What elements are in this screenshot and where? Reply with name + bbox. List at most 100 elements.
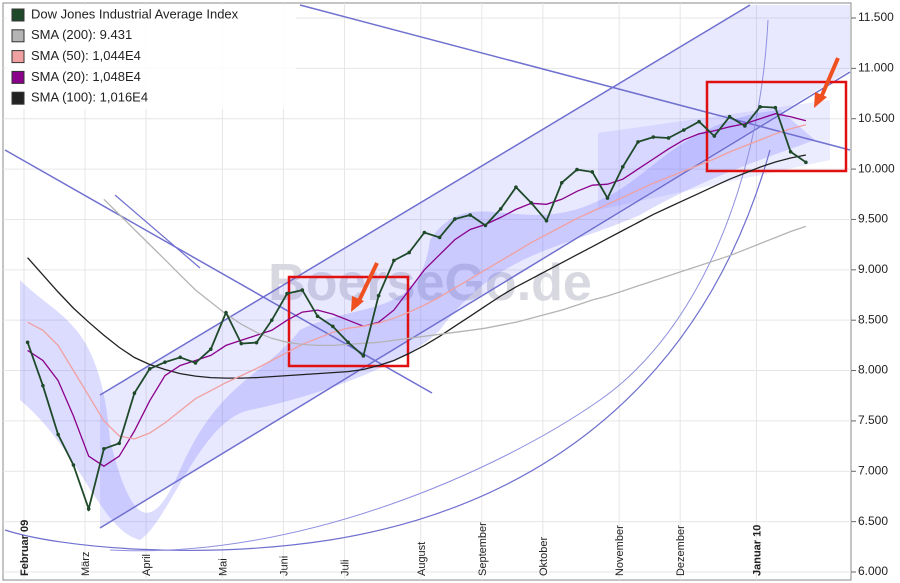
price-point (193, 361, 198, 365)
price-point (483, 223, 488, 228)
price-point (636, 140, 640, 144)
price-point (559, 180, 564, 185)
trend-line (114, 194, 201, 269)
y-tick-label: 8.000 (858, 363, 888, 377)
price-point (239, 341, 244, 346)
legend-label: SMA (200): 9.431 (31, 27, 132, 42)
price-point (392, 258, 396, 263)
x-tick-label: Januar 10 (751, 525, 763, 576)
price-point (331, 324, 335, 329)
legend-label: Dow Jones Industrial Average Index (31, 6, 239, 21)
x-tick-label: Juli (339, 559, 351, 576)
price-point (712, 134, 717, 138)
price-point (132, 391, 137, 395)
price-point (56, 432, 60, 437)
arrow-head (814, 92, 827, 108)
arrow (818, 57, 840, 101)
legend: Dow Jones Industrial Average Index SMA (2… (11, 6, 239, 105)
legend-swatch (11, 91, 25, 105)
legend-background (6, 5, 296, 109)
price-point (453, 217, 457, 221)
trend-channel (100, 5, 850, 528)
y-tick-label: 11.000 (858, 61, 894, 75)
price-point (605, 196, 610, 200)
x-tick-label: Oktober (538, 537, 550, 576)
price-point (529, 201, 534, 205)
legend-label: SMA (100): 1,016E4 (31, 90, 148, 105)
arrow (355, 262, 379, 306)
price-point (285, 291, 289, 296)
legend-label: SMA (20): 1,048E4 (31, 69, 141, 84)
channel-line (99, 4, 751, 396)
price-point (727, 114, 732, 119)
price-point (666, 136, 671, 140)
y-tick-label: 10.500 (858, 111, 895, 125)
legend-label: SMA (50): 1,044E4 (31, 48, 141, 63)
price-point (102, 447, 106, 451)
arc (4, 149, 771, 551)
x-tick-label: September (477, 522, 489, 576)
highlight-box (705, 80, 848, 173)
price-point (758, 105, 762, 109)
price-point (544, 218, 549, 223)
x-tick-label: November (614, 525, 626, 576)
price-point (71, 463, 76, 467)
y-tick-label: 7.500 (858, 413, 888, 427)
price-point (407, 250, 411, 255)
y-tick-label: 7.000 (858, 463, 888, 477)
legend-swatch (11, 70, 25, 84)
arrow-head (351, 296, 364, 312)
x-tick-label: März (80, 552, 92, 576)
price-point (254, 340, 259, 345)
price-point (422, 230, 427, 235)
price-point (788, 149, 793, 154)
channel-line (99, 71, 851, 529)
price-point (376, 293, 381, 298)
legend-swatch (11, 29, 25, 43)
price-point (86, 507, 91, 511)
price-point (224, 310, 228, 315)
trend-line (299, 4, 851, 151)
price-point (25, 340, 30, 345)
price-point (117, 441, 121, 446)
price-point (498, 207, 503, 211)
y-tick-label: 11.500 (858, 10, 894, 24)
sma-line (27, 154, 807, 379)
price-point (682, 128, 686, 132)
annotations (4, 4, 851, 552)
x-tick-label: Mai (217, 558, 229, 576)
x-tick-label: Februar 09 (19, 520, 31, 576)
price-point (208, 347, 213, 351)
price-point (697, 119, 701, 124)
price-point (620, 164, 625, 169)
price-point (575, 167, 579, 172)
envelope (20, 110, 815, 540)
legend-swatch (11, 8, 25, 22)
x-tick-label: Dezember (675, 525, 687, 576)
y-tick-label: 6.000 (858, 564, 888, 578)
price-point (300, 288, 305, 292)
sma-line (103, 198, 807, 347)
price-point (437, 235, 442, 240)
series-group (25, 105, 808, 513)
highlight-box (287, 275, 410, 368)
price-point (346, 340, 350, 345)
price-point (804, 160, 808, 165)
price-point (590, 170, 595, 174)
y-tick-label: 9.500 (858, 212, 888, 226)
x-tick-label: Juni (278, 556, 290, 576)
price-point (147, 367, 152, 371)
legend-swatch (11, 50, 25, 64)
price-line (26, 105, 807, 513)
price-point (468, 213, 472, 217)
price-point (651, 135, 656, 139)
sma-line (27, 113, 807, 467)
price-point (361, 354, 366, 358)
price-point (773, 105, 778, 110)
price-point (269, 318, 274, 322)
y-tick-label: 6.500 (858, 514, 888, 528)
y-tick-label: 9.000 (858, 262, 888, 276)
sma-line (27, 124, 807, 440)
x-tick-label: April (141, 554, 153, 576)
